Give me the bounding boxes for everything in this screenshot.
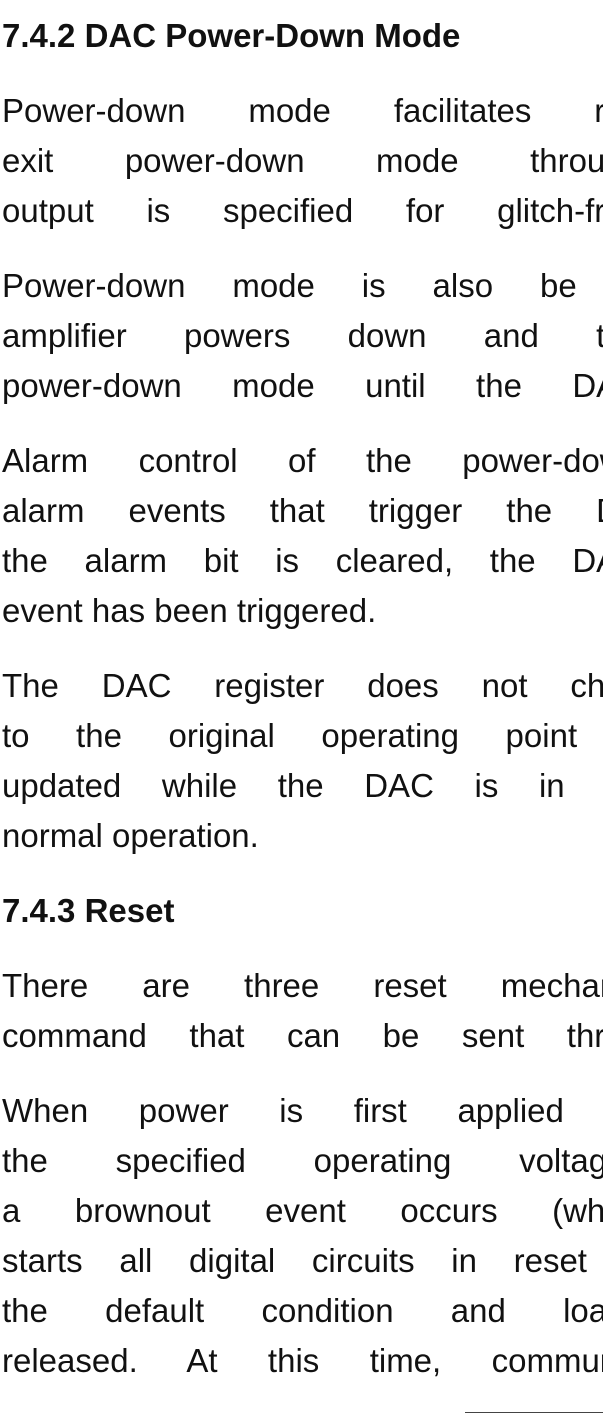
text-line: the default condition and loads: [2, 1292, 603, 1329]
text-line: command that can be sent throu: [2, 1017, 603, 1054]
text-line: the alarm bit is cleared, the DAC: [2, 542, 603, 579]
text-line: The DAC register does not chan: [2, 667, 603, 704]
text-line: starts all digital circuits in reset a: [2, 1242, 603, 1279]
section-heading: 7.4.3 Reset: [2, 892, 175, 929]
text-line: amplifier powers down and the: [2, 317, 603, 354]
text-line: exit power-down mode through: [2, 142, 603, 179]
text-line: power-down mode until the DAC: [2, 367, 603, 404]
text-line: event has been triggered.: [2, 592, 377, 629]
text-line: alarm events that trigger the DA: [2, 492, 603, 529]
rule: [465, 1412, 603, 1413]
text-line: output is specified for glitch-free: [2, 192, 603, 229]
text-line: There are three reset mechanis: [2, 967, 603, 1004]
text-line: the specified operating voltages: [2, 1142, 603, 1179]
text-line: updated while the DAC is in po: [2, 767, 603, 804]
text-line: When power is first applied to: [2, 1092, 603, 1129]
text-line: Power-down mode is also be e: [2, 267, 603, 304]
text-line: released. At this time, communic: [2, 1342, 603, 1379]
section-heading: 7.4.2 DAC Power-Down Mode: [2, 17, 461, 54]
text-line: Alarm control of the power-down: [2, 442, 603, 479]
text-line: normal operation.: [2, 817, 259, 854]
text-line: Power-down mode facilitates rap: [2, 92, 603, 129]
text-line: a brownout event occurs (when: [2, 1192, 603, 1229]
text-line: to the original operating point a: [2, 717, 603, 754]
